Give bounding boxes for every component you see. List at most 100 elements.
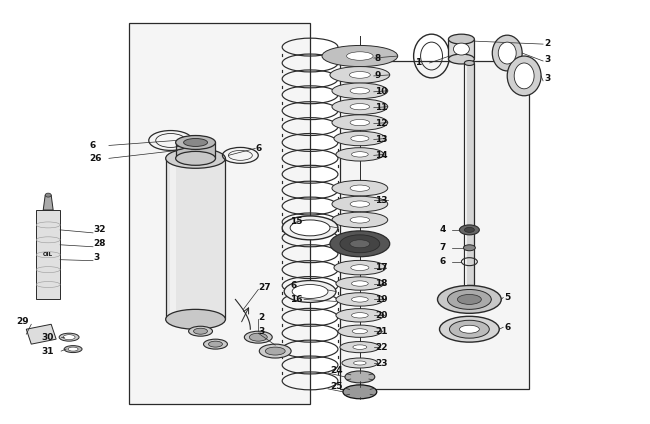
Text: 1: 1: [415, 59, 421, 67]
Text: 18: 18: [375, 279, 387, 288]
Ellipse shape: [330, 231, 390, 257]
Text: 22: 22: [375, 343, 387, 351]
Text: 30: 30: [41, 333, 53, 342]
Ellipse shape: [346, 52, 373, 60]
Ellipse shape: [499, 42, 516, 64]
Text: 3: 3: [93, 253, 99, 262]
Ellipse shape: [350, 185, 370, 191]
Ellipse shape: [250, 333, 267, 341]
Ellipse shape: [460, 225, 479, 235]
Text: 16: 16: [290, 295, 303, 304]
Ellipse shape: [292, 285, 328, 298]
Text: 17: 17: [375, 263, 387, 272]
Text: 13: 13: [375, 135, 387, 144]
Text: 24: 24: [330, 366, 343, 375]
Ellipse shape: [350, 120, 370, 126]
Ellipse shape: [332, 83, 388, 99]
Ellipse shape: [352, 329, 367, 334]
Ellipse shape: [447, 290, 491, 310]
Ellipse shape: [352, 281, 368, 286]
Ellipse shape: [290, 220, 330, 236]
Ellipse shape: [332, 212, 388, 228]
Polygon shape: [170, 158, 176, 319]
Polygon shape: [26, 324, 56, 344]
Text: 23: 23: [375, 359, 387, 368]
Ellipse shape: [352, 312, 368, 318]
Ellipse shape: [350, 103, 370, 110]
Ellipse shape: [282, 216, 338, 240]
Ellipse shape: [492, 35, 522, 71]
Text: 28: 28: [93, 239, 105, 248]
Ellipse shape: [336, 148, 384, 161]
Ellipse shape: [183, 139, 207, 146]
Ellipse shape: [454, 43, 469, 55]
Polygon shape: [36, 210, 60, 299]
Ellipse shape: [332, 99, 388, 114]
Polygon shape: [340, 61, 529, 389]
Text: 8: 8: [375, 53, 381, 62]
Ellipse shape: [464, 61, 474, 65]
Text: 12: 12: [375, 119, 387, 128]
Ellipse shape: [336, 277, 384, 290]
Ellipse shape: [63, 335, 75, 340]
Ellipse shape: [350, 201, 370, 207]
Ellipse shape: [448, 34, 474, 44]
Text: 25: 25: [330, 382, 343, 391]
Ellipse shape: [460, 325, 479, 333]
Ellipse shape: [259, 344, 291, 358]
Text: OIL: OIL: [43, 252, 53, 257]
Text: 6: 6: [504, 323, 510, 332]
Ellipse shape: [464, 227, 474, 232]
Polygon shape: [43, 195, 53, 210]
Text: 31: 31: [41, 346, 54, 356]
Ellipse shape: [176, 151, 215, 165]
Ellipse shape: [334, 131, 385, 146]
Text: 9: 9: [375, 71, 381, 81]
Polygon shape: [448, 39, 474, 59]
Ellipse shape: [332, 196, 388, 212]
Ellipse shape: [59, 333, 79, 341]
Text: 6: 6: [89, 141, 96, 150]
Ellipse shape: [448, 54, 474, 64]
Ellipse shape: [166, 310, 226, 329]
Ellipse shape: [209, 341, 222, 347]
Ellipse shape: [343, 385, 377, 399]
Ellipse shape: [340, 235, 380, 253]
Polygon shape: [166, 158, 226, 319]
Ellipse shape: [345, 371, 375, 383]
Text: 11: 11: [375, 103, 387, 112]
Ellipse shape: [336, 309, 384, 322]
Ellipse shape: [46, 193, 51, 197]
Ellipse shape: [350, 217, 370, 223]
Ellipse shape: [439, 316, 499, 342]
Polygon shape: [176, 142, 215, 158]
Ellipse shape: [194, 328, 207, 334]
Text: 6: 6: [290, 281, 296, 290]
Ellipse shape: [334, 260, 385, 275]
Ellipse shape: [176, 136, 215, 149]
Text: 2: 2: [258, 313, 265, 322]
Text: 29: 29: [16, 317, 29, 326]
Text: 3: 3: [544, 74, 551, 84]
Text: 4: 4: [439, 226, 446, 234]
Polygon shape: [129, 23, 310, 404]
Ellipse shape: [68, 347, 78, 351]
Ellipse shape: [449, 320, 489, 338]
Text: 6: 6: [439, 257, 446, 266]
Ellipse shape: [322, 45, 398, 67]
Ellipse shape: [352, 297, 368, 302]
Text: 5: 5: [504, 293, 510, 302]
Ellipse shape: [507, 56, 541, 96]
Polygon shape: [465, 63, 467, 285]
Ellipse shape: [332, 115, 388, 130]
Text: 26: 26: [89, 154, 101, 163]
Ellipse shape: [354, 361, 366, 365]
Ellipse shape: [336, 293, 384, 306]
Ellipse shape: [350, 72, 370, 78]
Ellipse shape: [330, 67, 390, 83]
Text: 20: 20: [375, 311, 387, 320]
Text: 3: 3: [258, 327, 265, 336]
Ellipse shape: [353, 345, 367, 349]
Ellipse shape: [458, 294, 482, 304]
Ellipse shape: [351, 265, 369, 271]
